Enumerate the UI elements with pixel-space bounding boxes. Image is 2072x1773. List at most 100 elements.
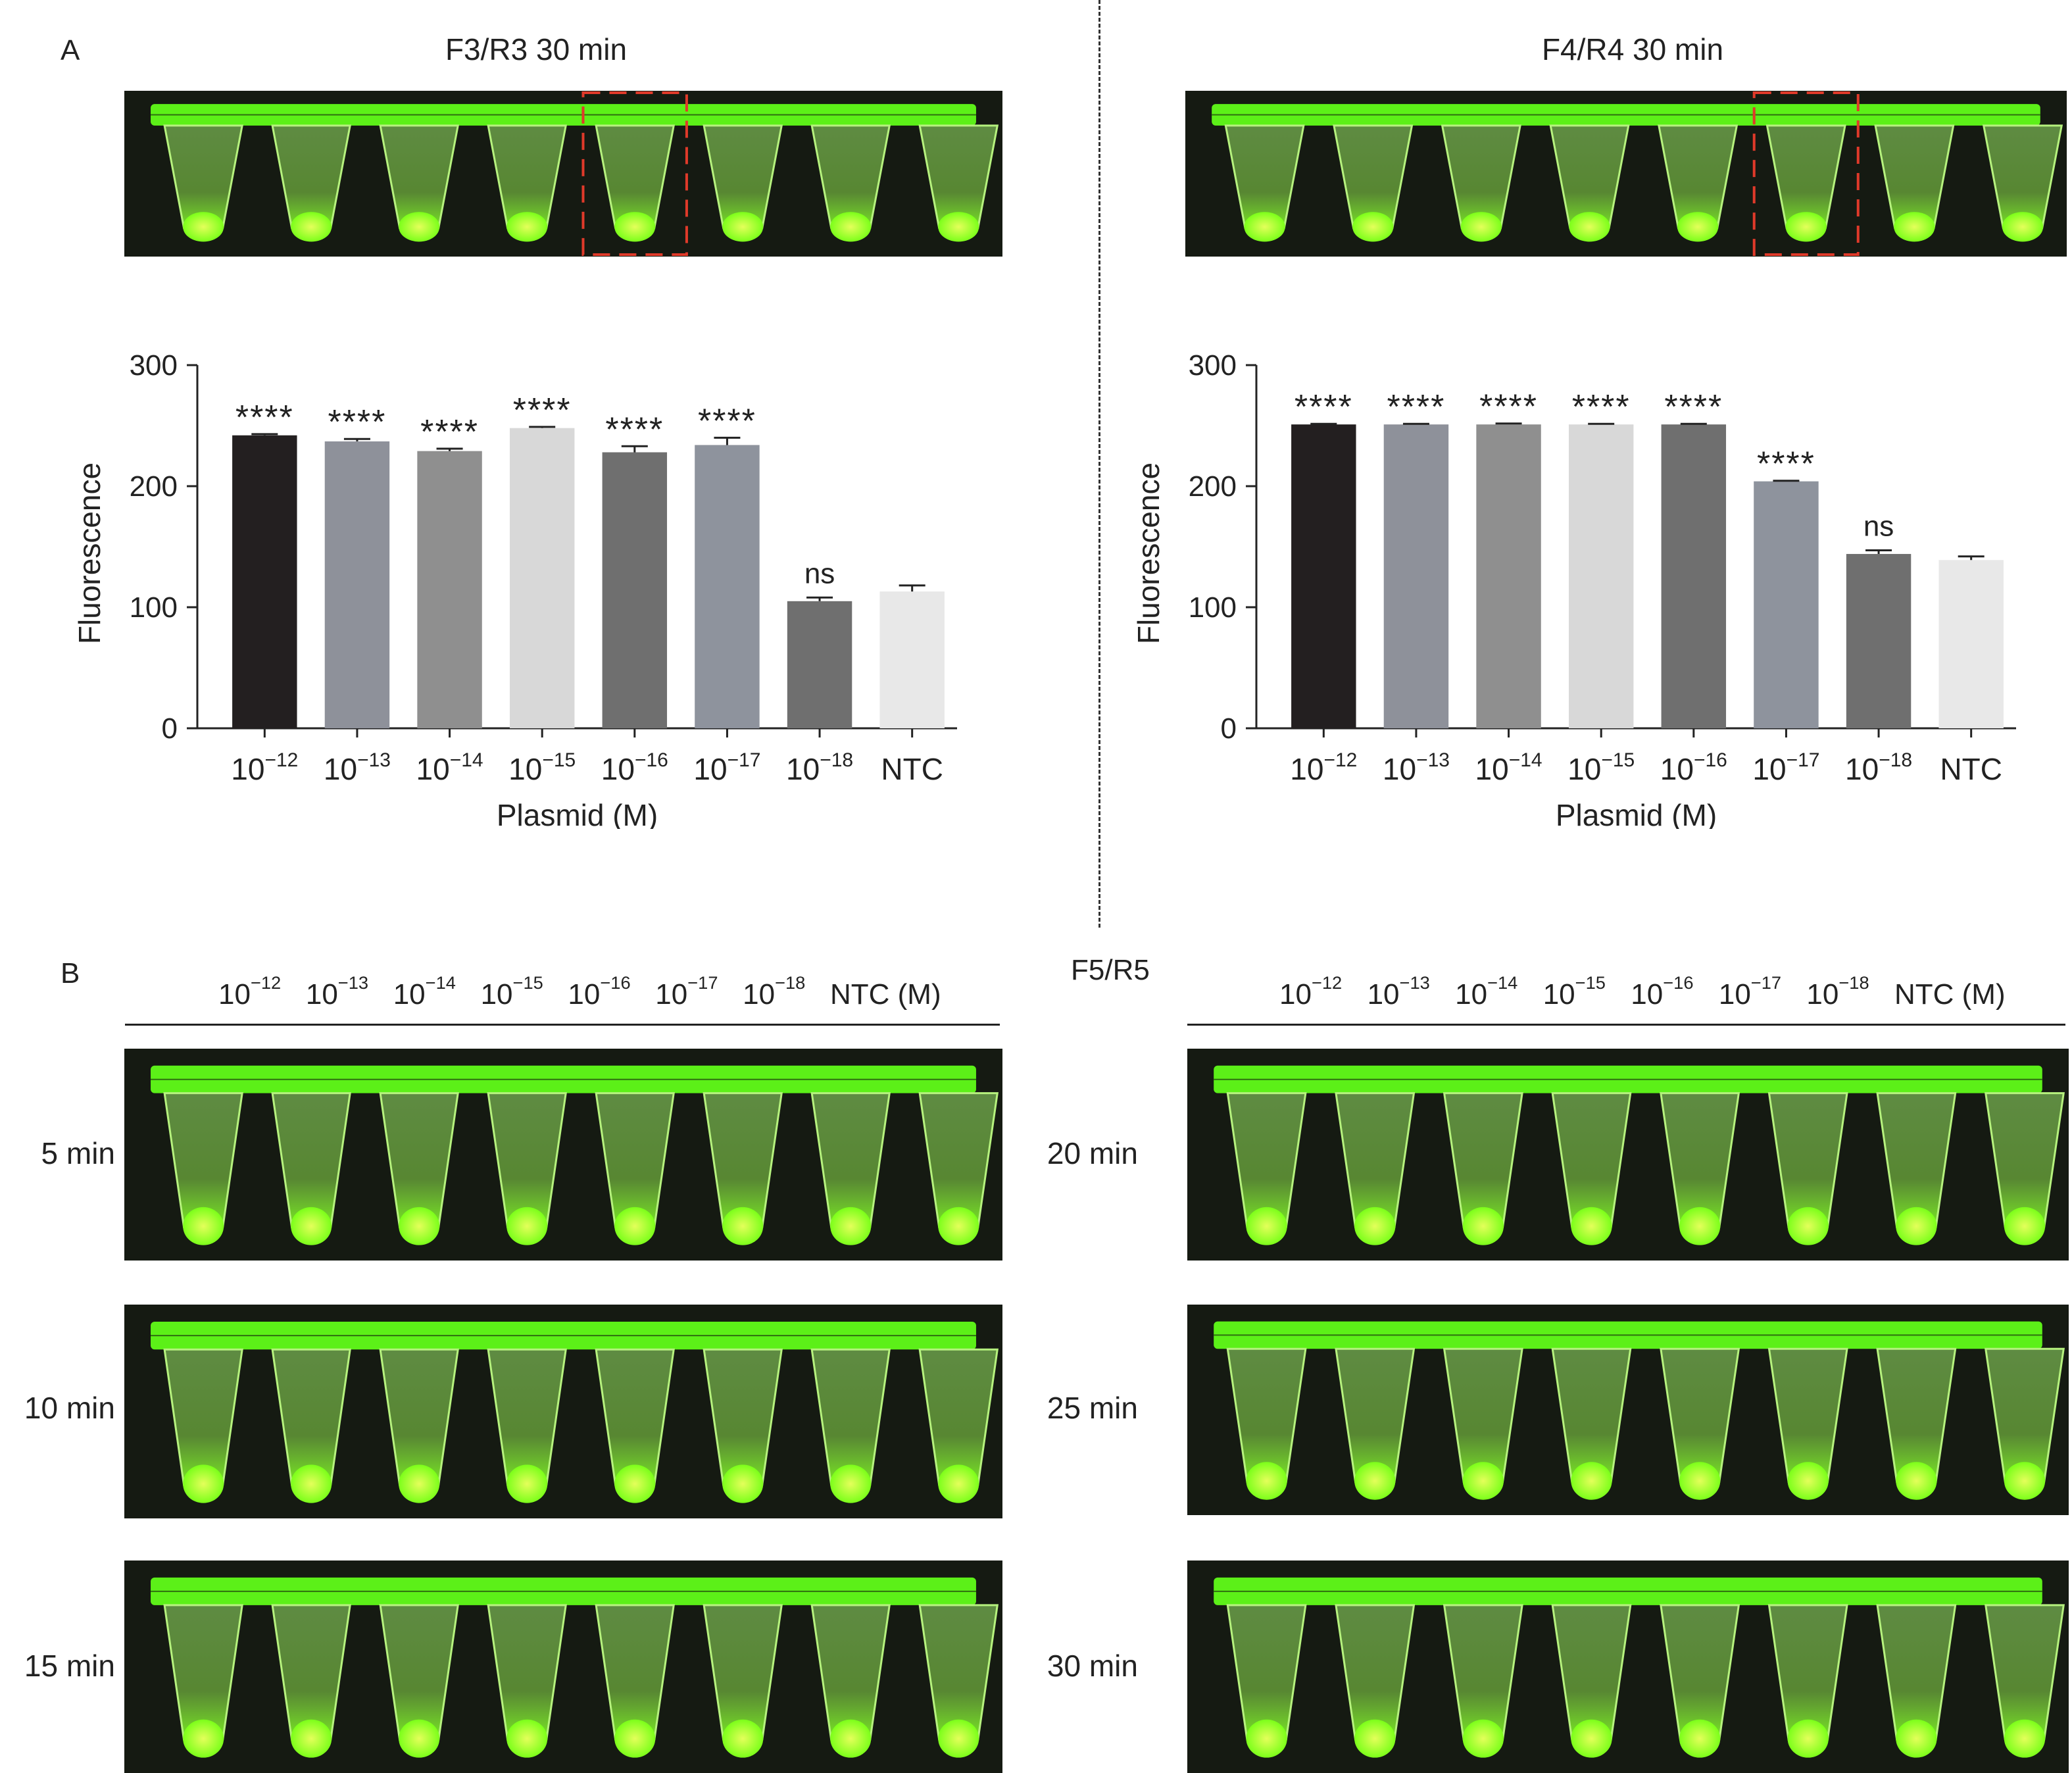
panel-divider: [1098, 0, 1100, 928]
tube: [595, 1092, 675, 1245]
y-tick-label: 200: [130, 470, 178, 503]
x-tick-label: 10−14: [1475, 749, 1542, 786]
bar: [232, 435, 297, 728]
tube: [1226, 1604, 1307, 1758]
tube-photo-f3r3: [124, 91, 1002, 257]
x-tick-label: 10−12: [1290, 749, 1357, 786]
tube: [271, 124, 352, 242]
tube: [1441, 124, 1521, 242]
x-tick-label: NTC: [881, 752, 943, 786]
tube: [271, 1348, 351, 1503]
tube: [163, 124, 244, 242]
significance-label: ****: [1572, 388, 1631, 426]
error-bar: [899, 584, 925, 592]
concentration-label: 10−18: [743, 972, 806, 1011]
tube: [1984, 1092, 2065, 1245]
x-tick-label: 10−16: [1660, 749, 1727, 786]
x-tick-label: 10−12: [231, 749, 298, 786]
tube: [271, 1604, 351, 1758]
tube: [1335, 1347, 1416, 1500]
significance-label: ****: [605, 411, 664, 449]
y-tick-label: 200: [1189, 470, 1237, 503]
tube: [379, 1604, 459, 1758]
bar: [417, 451, 482, 728]
tube: [918, 1348, 999, 1503]
error-bar: [1958, 555, 1985, 561]
highlight-box: [1752, 91, 1860, 256]
tube-photo-5min: [124, 1049, 1002, 1261]
tube: [1226, 1347, 1307, 1500]
concentration-label: 10−16: [568, 972, 631, 1011]
time-label-30min: 30 min: [1047, 1649, 1138, 1683]
concentration-label: 10−12: [1279, 972, 1343, 1011]
tube: [1226, 1092, 1307, 1245]
error-bar: [621, 445, 648, 453]
concentration-label: 10−13: [1367, 972, 1430, 1011]
tube: [1876, 1347, 1957, 1500]
tube: [595, 1348, 675, 1503]
x-tick-label: 10−13: [1383, 749, 1450, 786]
y-tick-label: 0: [162, 712, 178, 745]
bar: [787, 601, 852, 728]
significance-label: ****: [1664, 388, 1723, 426]
tube: [487, 1348, 567, 1503]
concentration-label: 10−15: [1542, 972, 1606, 1011]
primer-label-f5r5: F5/R5: [1071, 954, 1150, 986]
concentration-label: 10−17: [655, 972, 718, 1011]
concentration-label: 10−17: [1718, 972, 1782, 1011]
time-label-20min: 20 min: [1047, 1136, 1138, 1170]
tube: [1660, 1092, 1740, 1245]
panel-a-letter: A: [61, 34, 80, 66]
tube: [1443, 1347, 1523, 1500]
concentration-label: 10−13: [305, 972, 369, 1011]
y-tick-label: 300: [130, 349, 178, 382]
bar: [1291, 424, 1356, 728]
error-bar: [714, 436, 741, 445]
tube: [1660, 1347, 1740, 1500]
tube: [703, 1348, 783, 1503]
x-tick-label: NTC: [1940, 752, 2002, 786]
panel-b-letter: B: [61, 957, 80, 989]
tube: [1658, 124, 1739, 242]
x-tick-label: 10−15: [1567, 749, 1635, 786]
y-tick-label: 0: [1221, 712, 1237, 745]
significance-label: ****: [420, 413, 479, 451]
concentration-label: NTC (M): [830, 978, 941, 1011]
tube: [1224, 124, 1305, 242]
tube: [703, 124, 783, 242]
bar: [1568, 424, 1634, 728]
tube: [1876, 1092, 1957, 1245]
fluorescence-chart-f3r3: 0 100 200 300 Fluorescence **** 10−12 **** 10−13…: [72, 349, 957, 829]
tube-photo-30min: [1187, 1561, 2069, 1773]
tube: [595, 1604, 675, 1758]
concentration-label: 10−15: [480, 972, 543, 1011]
tube: [487, 1604, 567, 1758]
error-bar: [343, 437, 370, 441]
error-bar: [436, 447, 463, 451]
bar: [1846, 554, 1912, 728]
tube: [918, 1604, 999, 1758]
x-tick-label: 10−17: [1752, 749, 1819, 786]
tube: [810, 1604, 891, 1758]
tube: [810, 1092, 891, 1245]
tube: [1549, 124, 1630, 242]
error-bar: [251, 433, 278, 436]
tube: [1876, 1604, 1957, 1758]
concentration-label: 10−14: [393, 972, 456, 1011]
time-label-5min: 5 min: [41, 1136, 115, 1170]
tube: [1874, 124, 1955, 242]
significance-label: ****: [1387, 388, 1445, 426]
tube: [810, 1348, 891, 1503]
significance-label: ****: [513, 391, 572, 430]
x-tick-label: 10−15: [508, 749, 576, 786]
tube: [1984, 1604, 2065, 1758]
tube: [703, 1092, 783, 1245]
tube: [379, 124, 460, 242]
tube: [1335, 1092, 1416, 1245]
significance-label: ns: [1863, 511, 1894, 543]
time-label-15min: 15 min: [24, 1649, 115, 1683]
significance-label: ****: [1757, 445, 1815, 484]
tube-photo-10min: [124, 1305, 1002, 1518]
tube: [918, 124, 999, 242]
tube: [163, 1092, 243, 1245]
